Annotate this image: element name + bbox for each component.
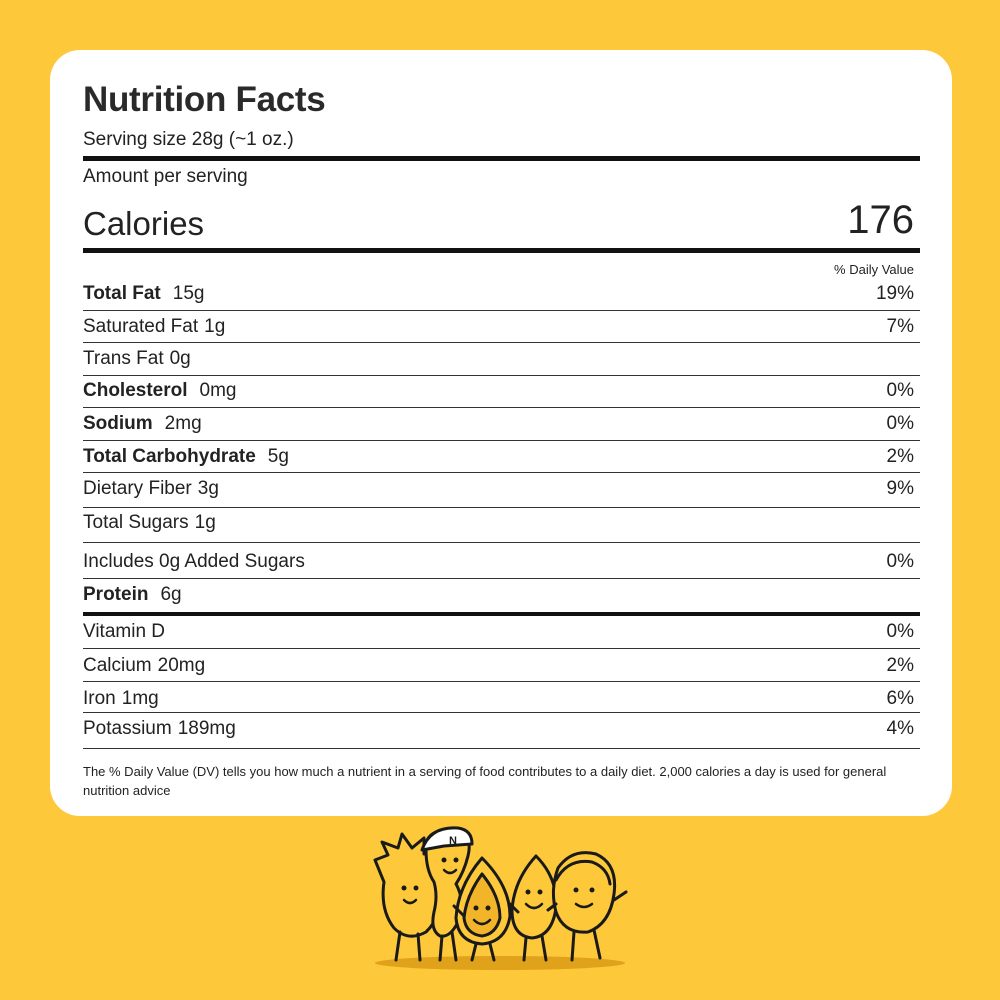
teardrop-nut-body <box>510 854 558 940</box>
nutrient-name-cell: Total Sugars 1g <box>83 511 216 535</box>
nut-mascots-illustration: N <box>373 826 628 970</box>
nutrient-name-cell: Total Fat 15g <box>83 282 204 306</box>
daily-value-percent: 0% <box>886 621 914 642</box>
mascot-faces <box>401 857 595 911</box>
ground-shadow <box>375 956 625 970</box>
nutrient-name: Total Sugars <box>83 512 189 533</box>
nutrient-amount: 1g <box>204 316 226 337</box>
nutrient-name: Iron <box>83 688 116 709</box>
nutrient-name: Potassium <box>83 718 172 739</box>
cap-letter: N <box>449 835 457 847</box>
row-divider <box>83 440 920 441</box>
daily-value-percent: 0% <box>886 380 914 401</box>
calories-label: Calories <box>83 205 205 242</box>
mascot-smiles <box>402 868 594 926</box>
nutrient-amount: 6g <box>160 584 182 605</box>
nutrient-amount: 2mg <box>164 413 202 434</box>
row-divider <box>83 310 920 311</box>
nutrient-name-cell: Protein 6g <box>83 583 182 607</box>
row-divider <box>83 507 920 508</box>
nutrient-amount: 1mg <box>121 688 159 709</box>
nutrient-name: Sodium <box>83 413 153 434</box>
nutrient-name: Cholesterol <box>83 380 188 401</box>
daily-value-percent: 19% <box>875 283 914 304</box>
thick-rule <box>83 248 920 253</box>
nutrient-amount: 15g <box>172 283 205 304</box>
nutrient-amount: 1g <box>194 512 216 533</box>
nutrient-name-cell: Iron 1mg <box>83 687 159 711</box>
daily-value-percent: 0% <box>886 551 914 572</box>
row-divider <box>83 472 920 473</box>
nutrient-amount: 3g <box>197 478 219 499</box>
nutrient-name: Vitamin D <box>83 621 166 642</box>
nutrient-name: Total Fat <box>83 283 161 304</box>
row-divider <box>83 648 920 649</box>
nutrient-name: Calcium <box>83 655 152 676</box>
serving-size: Serving size 28g (~1 oz.) <box>83 129 294 150</box>
nutrient-name-cell: Includes 0g Added Sugars <box>83 550 305 574</box>
nutrient-name-cell: Vitamin D <box>83 620 165 644</box>
nutrient-name: Dietary Fiber <box>83 478 192 499</box>
nutrient-name-cell: Cholesterol 0mg <box>83 379 237 403</box>
calories-value: 176 <box>847 198 914 242</box>
nutrient-name-cell: Potassium 189mg <box>83 717 236 741</box>
arms <box>452 890 628 918</box>
label-title: Nutrition Facts <box>83 80 326 119</box>
nutrient-name: Trans Fat <box>83 348 164 369</box>
cap-icon <box>420 826 474 852</box>
nutrient-name-cell: Calcium 20mg <box>83 654 205 678</box>
nutrient-name-cell: Trans Fat 0g <box>83 347 191 371</box>
daily-value-percent: 4% <box>886 718 914 739</box>
nutrient-name: Protein <box>83 584 149 605</box>
daily-value-percent: 6% <box>886 688 914 709</box>
row-divider <box>83 542 920 543</box>
nutrient-amount: 0mg <box>199 380 237 401</box>
nutrient-name: Includes 0g Added Sugars <box>83 551 305 572</box>
nutrient-name-cell: Saturated Fat 1g <box>83 315 225 339</box>
daily-value-percent: 2% <box>886 446 914 467</box>
thick-rule <box>83 156 920 161</box>
daily-value-percent: 0% <box>886 413 914 434</box>
daily-value-percent: 2% <box>886 655 914 676</box>
nutrient-name: Saturated Fat <box>83 316 199 337</box>
row-divider <box>83 407 920 408</box>
nutrient-amount: 20mg <box>157 655 206 676</box>
legs <box>394 928 602 962</box>
row-divider <box>83 748 920 749</box>
amount-per-serving: Amount per serving <box>83 166 248 187</box>
nutrient-name-cell: Sodium 2mg <box>83 412 202 436</box>
row-divider <box>83 712 920 713</box>
row-divider <box>83 578 920 579</box>
row-divider <box>83 375 920 376</box>
row-divider <box>83 681 920 682</box>
row-divider <box>83 342 920 343</box>
footnote: The % Daily Value (DV) tells you how muc… <box>83 764 887 798</box>
daily-value-percent: 7% <box>886 316 914 337</box>
daily-value-header: % Daily Value <box>834 262 914 277</box>
nutrient-amount: 189mg <box>177 718 236 739</box>
nutrient-amount: 0g <box>169 348 191 369</box>
hair-line <box>554 859 612 886</box>
nutrient-amount: 5g <box>267 446 289 467</box>
nutrient-name-cell: Dietary Fiber 3g <box>83 477 219 501</box>
girl-nut-body <box>551 851 617 934</box>
thick-rule <box>83 612 920 616</box>
daily-value-percent: 9% <box>886 478 914 499</box>
nutrient-name: Total Carbohydrate <box>83 446 256 467</box>
nutrition-card: Nutrition Facts Serving size 28g (~1 oz.… <box>50 50 952 816</box>
nutrient-name-cell: Total Carbohydrate 5g <box>83 445 289 469</box>
